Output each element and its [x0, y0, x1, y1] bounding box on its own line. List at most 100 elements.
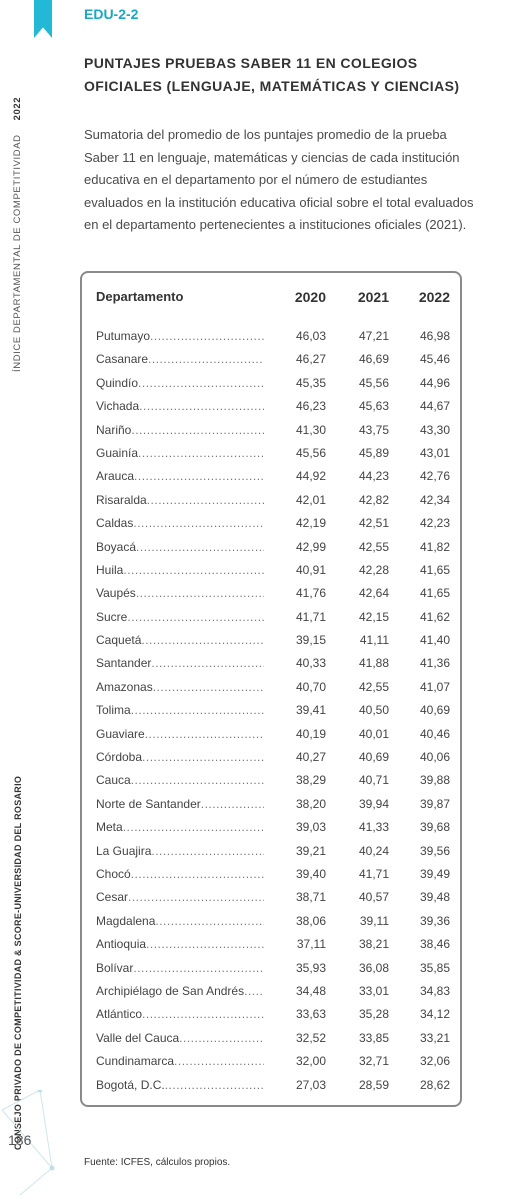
value-2021-cell: 45,56 [358, 375, 389, 390]
value-2021-cell: 36,08 [358, 960, 389, 975]
value-2022-cell: 42,76 [419, 469, 450, 484]
department-cell: Magdalena [96, 914, 264, 928]
value-2021-cell: 39,94 [358, 796, 389, 811]
table-row: Vichada 46,23 45,63 44,67 [96, 399, 450, 422]
table-row: Casanare 46,27 46,69 45,46 [96, 352, 450, 375]
value-2021-cell: 41,11 [359, 633, 389, 648]
value-2022-cell: 44,96 [419, 375, 450, 390]
column-header-2020: 2020 [294, 289, 326, 305]
table-row: Archipiélago de San Andrés 34,48 33,01 34,8… [96, 984, 450, 1007]
value-2021-cell: 40,69 [358, 750, 389, 765]
table-row: Santander 40,33 41,88 41,36 [96, 656, 450, 679]
department-cell: Guainía [96, 446, 264, 460]
indicator-code: EDU-2-2 [84, 6, 139, 22]
value-2021-cell: 40,57 [358, 890, 389, 905]
value-2020-cell: 40,19 [295, 726, 326, 741]
column-header-2021: 2021 [357, 289, 389, 305]
table-row: Vaupés 41,76 42,64 41,65 [96, 586, 450, 609]
value-2021-cell: 42,64 [358, 586, 389, 601]
department-cell: Santander [96, 656, 264, 670]
value-2021-cell: 47,21 [358, 329, 389, 343]
value-2020-cell: 38,20 [295, 796, 326, 811]
value-2021-cell: 40,24 [358, 843, 389, 858]
value-2022-cell: 41,65 [419, 586, 450, 601]
value-2021-cell: 28,59 [358, 1077, 389, 1092]
value-2020-cell: 38,29 [295, 773, 326, 788]
value-2020-cell: 27,03 [295, 1077, 326, 1092]
source-note: Fuente: ICFES, cálculos propios. [84, 1157, 231, 1168]
department-cell: Vaupés [96, 586, 264, 600]
value-2020-cell: 40,33 [295, 656, 326, 671]
table-row: Amazonas 40,70 42,55 41,07 [96, 680, 450, 703]
value-2021-cell: 42,55 [358, 539, 389, 554]
department-cell: Sucre [96, 610, 264, 624]
value-2021-cell: 43,75 [358, 422, 389, 437]
value-2020-cell: 46,27 [295, 352, 326, 367]
value-2022-cell: 42,23 [419, 516, 450, 531]
value-2020-cell: 40,70 [295, 679, 326, 694]
value-2020-cell: 38,71 [295, 890, 326, 905]
table-row: Guainía 45,56 45,89 43,01 [96, 446, 450, 469]
value-2021-cell: 33,01 [358, 983, 389, 998]
department-cell: Bolívar [96, 961, 264, 975]
value-2022-cell: 41,62 [419, 609, 450, 624]
sidebar-title-text: ÍNDICE DEPARTAMENTAL DE COMPETITIVIDAD [12, 134, 23, 372]
table-row: Sucre 41,71 42,15 41,62 [96, 610, 450, 633]
page-number: 186 [8, 1132, 32, 1148]
table-row: Cauca 38,29 40,71 39,88 [96, 773, 450, 796]
department-cell: Nariño [96, 423, 264, 437]
value-2022-cell: 39,88 [419, 773, 450, 788]
value-2021-cell: 32,71 [358, 1054, 389, 1069]
value-2022-cell: 38,46 [419, 937, 450, 952]
value-2020-cell: 41,30 [295, 422, 326, 437]
table-row: Arauca 44,92 44,23 42,76 [96, 469, 450, 492]
value-2020-cell: 41,71 [295, 609, 326, 624]
value-2022-cell: 46,98 [419, 329, 450, 343]
department-cell: Chocó [96, 867, 264, 881]
table-row: Magdalena 38,06 39,11 39,36 [96, 914, 450, 937]
department-cell: Arauca [96, 469, 264, 483]
department-cell: Córdoba [96, 750, 264, 764]
value-2021-cell: 45,89 [358, 445, 389, 460]
department-cell: Atlántico [96, 1007, 264, 1021]
department-cell: Quindío [96, 376, 264, 390]
value-2021-cell: 40,71 [358, 773, 389, 788]
table-row: Boyacá 42,99 42,55 41,82 [96, 540, 450, 563]
network-decoration-icon [1, 1090, 55, 1196]
value-2020-cell: 32,52 [295, 1030, 326, 1045]
page-title: PUNTAJES PRUEBAS SABER 11 EN COLEGIOS OF… [84, 55, 460, 94]
value-2020-cell: 40,91 [295, 562, 326, 577]
value-2020-cell: 42,01 [295, 492, 326, 507]
value-2020-cell: 40,27 [295, 750, 326, 765]
column-header-2022: 2022 [418, 289, 450, 305]
value-2020-cell: 42,19 [295, 516, 326, 531]
value-2022-cell: 41,40 [419, 633, 450, 648]
department-cell: La Guajira [96, 844, 264, 858]
department-cell: Cesar [96, 890, 264, 904]
value-2022-cell: 39,56 [419, 843, 450, 858]
table-header: Departamento 2020 2021 2022 [96, 289, 450, 309]
department-cell: Bogotá, D.C. [96, 1078, 264, 1092]
value-2022-cell: 42,34 [419, 492, 450, 507]
table-row: Putumayo 46,03 47,21 46,98 [96, 329, 450, 352]
table-row: Atlántico 33,63 35,28 34,12 [96, 1007, 450, 1030]
value-2022-cell: 28,62 [419, 1077, 450, 1092]
value-2022-cell: 43,01 [419, 445, 450, 460]
value-2020-cell: 33,63 [295, 1007, 326, 1022]
value-2021-cell: 35,28 [358, 1007, 389, 1022]
value-2021-cell: 38,21 [358, 937, 389, 952]
value-2021-cell: 44,23 [358, 469, 389, 484]
department-cell: Archipiélago de San Andrés [96, 984, 264, 998]
table-body: Putumayo 46,03 47,21 46,98 Casanare 46,27 46,6… [96, 329, 450, 1101]
value-2022-cell: 41,07 [419, 679, 450, 694]
value-2022-cell: 41,65 [419, 562, 450, 577]
value-2022-cell: 39,49 [419, 866, 450, 881]
value-2020-cell: 46,23 [295, 399, 326, 414]
table-row: Norte de Santander 38,20 39,94 39,87 [96, 797, 450, 820]
value-2020-cell: 32,00 [295, 1054, 326, 1069]
value-2020-cell: 44,92 [295, 469, 326, 484]
value-2022-cell: 40,06 [419, 750, 450, 765]
table-row: Bogotá, D.C. 27,03 28,59 28,62 [96, 1078, 450, 1101]
column-header-department: Departamento [96, 289, 184, 304]
value-2022-cell: 34,12 [419, 1007, 450, 1022]
